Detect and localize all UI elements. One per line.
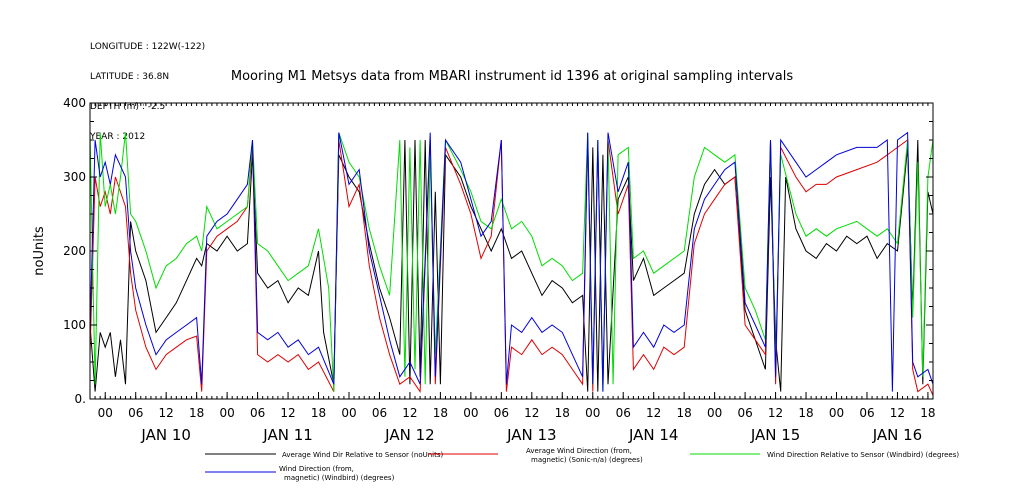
y-tick-label: 0. — [75, 392, 86, 406]
x-tick-label: 06 — [737, 406, 752, 420]
x-tick-label: 18 — [677, 406, 692, 420]
x-day-label: JAN 15 — [750, 426, 801, 444]
x-day-label: JAN 11 — [262, 426, 313, 444]
x-tick-label: 06 — [616, 406, 631, 420]
series-line-2 — [89, 139, 934, 396]
series-layer — [89, 131, 934, 396]
legend-label-4: Wind Direction (from, — [279, 465, 354, 473]
series-line-4 — [89, 131, 934, 392]
chart-title: Mooring M1 Metsys data from MBARI instru… — [231, 69, 793, 84]
legend: Average Wind Dir Relative to Sensor (noU… — [205, 447, 959, 482]
labels-layer: 00 06 12 18 00 06 12 18 00 06 12 18 00 06 12 18 00 06 12 18… — [32, 96, 936, 444]
x-tick-label: 12 — [524, 406, 539, 420]
y-tick-label: 300 — [63, 170, 86, 184]
series-line-3 — [89, 132, 934, 392]
x-tick-label: 12 — [402, 406, 417, 420]
x-tick-label: 18 — [920, 406, 935, 420]
x-tick-label: 06 — [494, 406, 509, 420]
legend-label-1: Average Wind Dir Relative to Sensor (noU… — [282, 451, 443, 459]
x-tick-label: 00 — [707, 406, 722, 420]
x-tick-label: 12 — [768, 406, 783, 420]
depth-label: DEPTH (m) : -2.5 — [90, 102, 166, 112]
y-tick-label: 200 — [63, 244, 86, 258]
x-tick-label: 12 — [159, 406, 174, 420]
x-day-label: JAN 14 — [628, 426, 679, 444]
y-tick-label: 400 — [63, 96, 86, 110]
x-tick-label: 12 — [646, 406, 661, 420]
x-tick-label: 06 — [859, 406, 874, 420]
x-tick-label: 00 — [98, 406, 113, 420]
y-tick-label: 100 — [63, 318, 86, 332]
x-tick-label: 00 — [341, 406, 356, 420]
x-tick-label: 06 — [128, 406, 143, 420]
x-tick-label: 12 — [280, 406, 295, 420]
x-tick-label: 18 — [798, 406, 813, 420]
x-tick-label: 00 — [463, 406, 478, 420]
x-tick-label: 18 — [189, 406, 204, 420]
x-tick-label: 00 — [219, 406, 234, 420]
year-label: YEAR : 2012 — [90, 132, 146, 142]
x-tick-label: 12 — [890, 406, 905, 420]
x-tick-label: 18 — [433, 406, 448, 420]
series-line-1 — [89, 139, 934, 392]
x-tick-label: 00 — [829, 406, 844, 420]
legend-label-4-line2: magnetic) (Windbird) (degrees) — [284, 474, 395, 482]
legend-label-3: Wind Direction Relative to Sensor (Windb… — [767, 451, 959, 459]
legend-label-2-line2: magnetic) (Sonic-n/a) (degrees) — [531, 456, 643, 464]
axes-layer — [89, 102, 934, 400]
x-day-label: JAN 16 — [872, 426, 923, 444]
longitude-label: LONGITUDE : 122W(-122) — [90, 42, 206, 52]
x-day-label: JAN 10 — [140, 426, 191, 444]
x-tick-label: 18 — [311, 406, 326, 420]
latitude-label: LATITUDE : 36.8N — [90, 72, 170, 82]
x-tick-label: 00 — [585, 406, 600, 420]
x-day-label: JAN 12 — [384, 426, 435, 444]
metadata-block: LONGITUDE : 122W(-122) LATITUDE : 36.8N … — [90, 22, 205, 152]
x-tick-label: 18 — [555, 406, 570, 420]
y-axis-label: noUnits — [32, 226, 47, 276]
x-tick-label: 06 — [250, 406, 265, 420]
x-tick-label: 06 — [372, 406, 387, 420]
legend-label-2: Average Wind Direction (from, — [526, 447, 632, 455]
x-day-label: JAN 13 — [506, 426, 557, 444]
